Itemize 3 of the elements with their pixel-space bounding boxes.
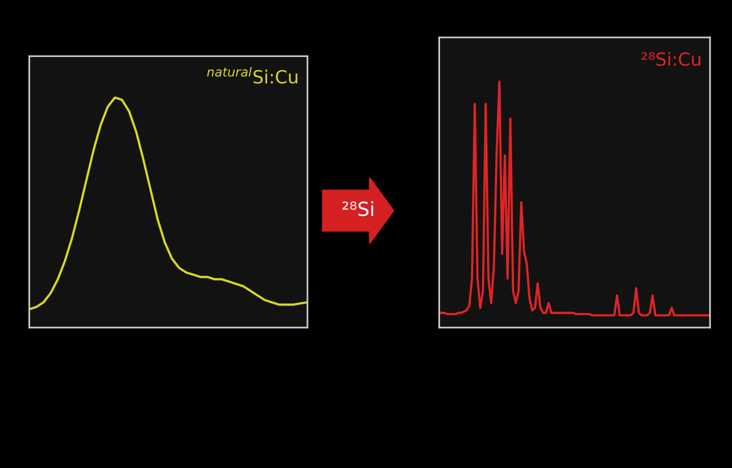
text: ²⁸Si: [342, 201, 374, 216]
chart-title: ²⁸Si:Cu: [642, 52, 700, 66]
chart-title: $^{natural}$Si:Cu: [207, 66, 298, 84]
